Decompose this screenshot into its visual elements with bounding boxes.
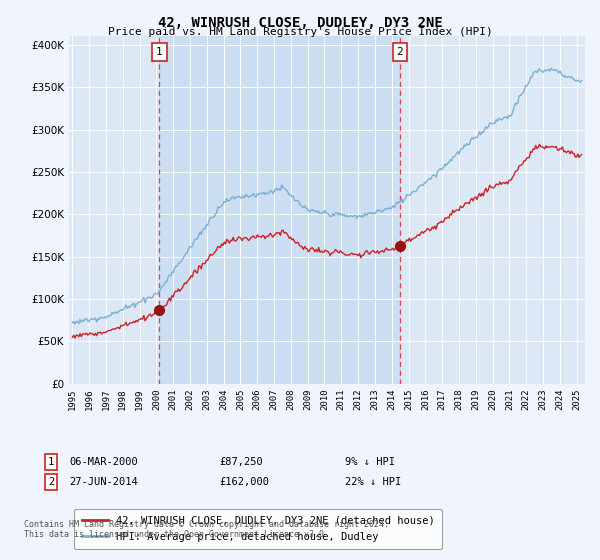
Text: 1: 1	[48, 457, 54, 467]
Text: £162,000: £162,000	[219, 477, 269, 487]
Text: 2: 2	[48, 477, 54, 487]
Text: 42, WINRUSH CLOSE, DUDLEY, DY3 2NE: 42, WINRUSH CLOSE, DUDLEY, DY3 2NE	[158, 16, 442, 30]
Bar	[160, 36, 400, 384]
Text: £87,250: £87,250	[219, 457, 263, 467]
Text: 27-JUN-2014: 27-JUN-2014	[69, 477, 138, 487]
Text: 06-MAR-2000: 06-MAR-2000	[69, 457, 138, 467]
Legend: 42, WINRUSH CLOSE, DUDLEY, DY3 2NE (detached house), HPI: Average price, detache: 42, WINRUSH CLOSE, DUDLEY, DY3 2NE (deta…	[74, 508, 442, 549]
Text: 9% ↓ HPI: 9% ↓ HPI	[345, 457, 395, 467]
Text: Contains HM Land Registry data © Crown copyright and database right 2024.
This d: Contains HM Land Registry data © Crown c…	[24, 520, 389, 539]
Text: 22% ↓ HPI: 22% ↓ HPI	[345, 477, 401, 487]
Text: 1: 1	[156, 46, 163, 57]
Text: 2: 2	[397, 46, 403, 57]
Text: Price paid vs. HM Land Registry's House Price Index (HPI): Price paid vs. HM Land Registry's House …	[107, 27, 493, 37]
